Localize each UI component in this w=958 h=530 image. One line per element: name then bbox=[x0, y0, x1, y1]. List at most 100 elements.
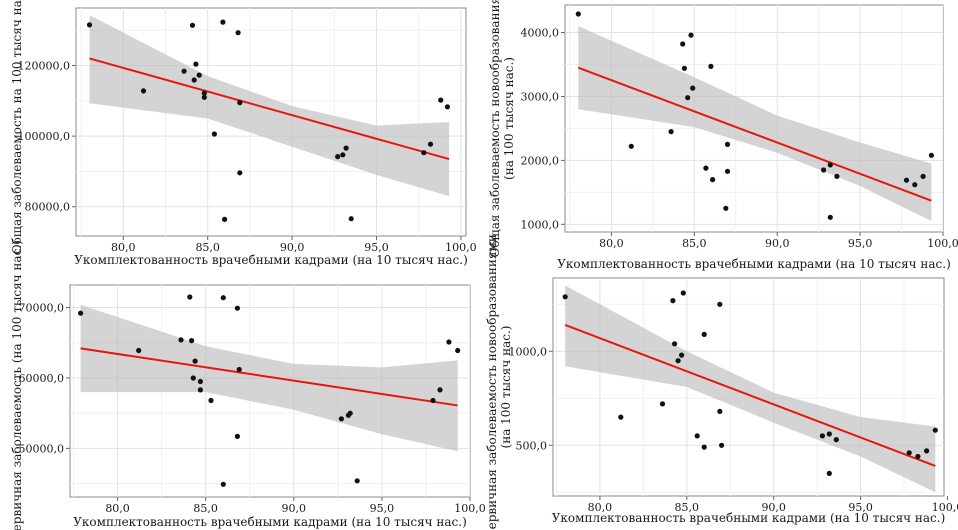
data-point bbox=[688, 32, 694, 38]
data-point bbox=[237, 170, 243, 176]
data-point bbox=[675, 358, 681, 364]
data-point bbox=[717, 301, 723, 307]
data-point bbox=[701, 444, 707, 450]
data-point bbox=[821, 167, 827, 173]
data-point bbox=[348, 216, 354, 222]
x-tick-label: 95,0 bbox=[848, 501, 873, 514]
confidence-band bbox=[578, 26, 932, 222]
data-point bbox=[220, 481, 226, 487]
data-point bbox=[197, 378, 203, 385]
regression-line bbox=[564, 324, 936, 467]
data-point bbox=[701, 331, 707, 337]
data-point bbox=[196, 72, 202, 78]
data-point bbox=[932, 427, 938, 433]
data-point bbox=[438, 97, 444, 103]
data-point bbox=[343, 145, 349, 151]
data-point bbox=[724, 168, 731, 174]
y-axis-label: (на 100 тысяч нас.) bbox=[499, 326, 513, 449]
data-point bbox=[234, 433, 240, 439]
x-tick-label: 100,0 bbox=[445, 241, 477, 254]
x-tick-label: 90,0 bbox=[761, 501, 786, 514]
data-point bbox=[178, 337, 184, 343]
y-tick-label: 1000,0 bbox=[521, 218, 560, 231]
x-tick-label: 80,0 bbox=[111, 241, 136, 254]
x-tick-label: 90,0 bbox=[282, 502, 307, 515]
data-point bbox=[444, 104, 450, 110]
x-tick-label: 85,0 bbox=[682, 237, 707, 250]
data-point bbox=[680, 41, 686, 47]
data-point bbox=[717, 408, 723, 414]
x-tick-label: 85,0 bbox=[195, 241, 220, 254]
y-axis-label: Общая заболеваемость новообразованиями bbox=[488, 0, 502, 257]
data-point bbox=[446, 339, 452, 345]
data-point bbox=[690, 85, 696, 91]
data-point bbox=[710, 177, 716, 183]
data-point bbox=[235, 30, 241, 36]
data-point bbox=[912, 182, 918, 188]
data-point bbox=[826, 470, 832, 476]
confidence-band bbox=[89, 15, 450, 197]
data-point bbox=[338, 416, 344, 422]
data-point bbox=[189, 22, 196, 28]
x-tick-label: 100,0 bbox=[927, 237, 958, 250]
x-tick-label: 90,0 bbox=[765, 237, 790, 250]
y-axis-label: Общая заболеваемость на 100 тысяч нас. bbox=[10, 0, 24, 254]
data-point bbox=[220, 19, 226, 25]
y-tick-label: 70000,0 bbox=[19, 302, 65, 315]
data-point bbox=[679, 352, 685, 358]
confidence-band bbox=[565, 285, 936, 493]
regression-line bbox=[89, 57, 450, 161]
data-point bbox=[920, 173, 926, 179]
x-tick-label: 85,0 bbox=[675, 501, 700, 514]
data-point bbox=[833, 437, 839, 443]
data-point bbox=[708, 63, 714, 69]
x-axis-label: Укомплектованность врачебными кадрами (н… bbox=[552, 511, 946, 525]
x-tick-label: 85,0 bbox=[193, 502, 218, 515]
data-point bbox=[668, 129, 674, 135]
data-point bbox=[140, 88, 147, 94]
y-axis-label: (на 100 тысяч нас.) bbox=[502, 57, 516, 180]
regression-line bbox=[80, 347, 458, 407]
y-tick-label: 3000,0 bbox=[521, 90, 560, 103]
data-point bbox=[906, 450, 912, 456]
data-point bbox=[340, 152, 346, 158]
chart-panel-4: 80,0 85,0 90,0 95,0 100,0 500,0 1000,0 Укомплек… bbox=[485, 234, 958, 530]
data-point bbox=[347, 410, 353, 416]
data-point bbox=[136, 347, 142, 354]
data-point bbox=[659, 401, 666, 407]
data-point bbox=[234, 305, 240, 311]
data-point bbox=[222, 216, 228, 222]
confidence-band bbox=[80, 304, 458, 452]
data-point bbox=[197, 387, 203, 393]
data-point bbox=[455, 347, 461, 354]
data-point bbox=[192, 358, 198, 364]
data-point bbox=[724, 141, 731, 147]
regression-line bbox=[577, 66, 932, 202]
chart-panel-2: 80,0 85,0 90,0 95,0 100,0 1000,0 2000,0 3000,0 4… bbox=[488, 0, 958, 271]
data-point bbox=[335, 154, 341, 160]
data-point bbox=[193, 61, 199, 67]
data-point bbox=[354, 478, 360, 484]
data-point bbox=[575, 11, 581, 17]
data-point bbox=[190, 375, 196, 381]
data-point bbox=[236, 366, 242, 373]
data-point bbox=[189, 338, 195, 344]
y-axis-label: Первичная заболеваемость новообразования… bbox=[485, 234, 499, 530]
x-axis-label: Укомплектованность врачебными кадрами (н… bbox=[73, 515, 467, 529]
x-axis-label: Укомплектованность врачебными кадрами (н… bbox=[74, 253, 468, 267]
data-point bbox=[723, 205, 729, 211]
data-point bbox=[437, 387, 443, 393]
data-point bbox=[680, 290, 686, 296]
y-axis-label: Первичная заболеваемость (на 100 тысяч н… bbox=[10, 240, 24, 530]
data-point bbox=[191, 77, 197, 83]
data-point bbox=[562, 294, 568, 300]
data-point bbox=[694, 433, 700, 439]
chart-panel-3: 80,0 85,0 90,0 95,0 100,0 50000,0 60000,0 70000… bbox=[10, 240, 486, 530]
data-point bbox=[915, 453, 921, 460]
x-tick-label: 95,0 bbox=[848, 237, 873, 250]
data-point bbox=[430, 397, 436, 404]
x-tick-label: 80,0 bbox=[599, 237, 624, 250]
data-point bbox=[201, 90, 207, 96]
data-point bbox=[685, 95, 691, 101]
